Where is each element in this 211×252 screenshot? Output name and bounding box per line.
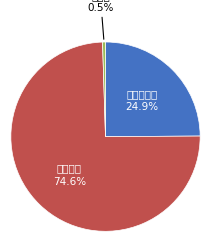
Text: 無回答
0.5%: 無回答 0.5% bbox=[88, 0, 114, 40]
Wedge shape bbox=[106, 43, 200, 137]
Wedge shape bbox=[11, 43, 200, 231]
Wedge shape bbox=[103, 43, 106, 137]
Text: 知っている
24.9%: 知っている 24.9% bbox=[126, 89, 159, 112]
Text: 知らない
74.6%: 知らない 74.6% bbox=[53, 163, 86, 186]
